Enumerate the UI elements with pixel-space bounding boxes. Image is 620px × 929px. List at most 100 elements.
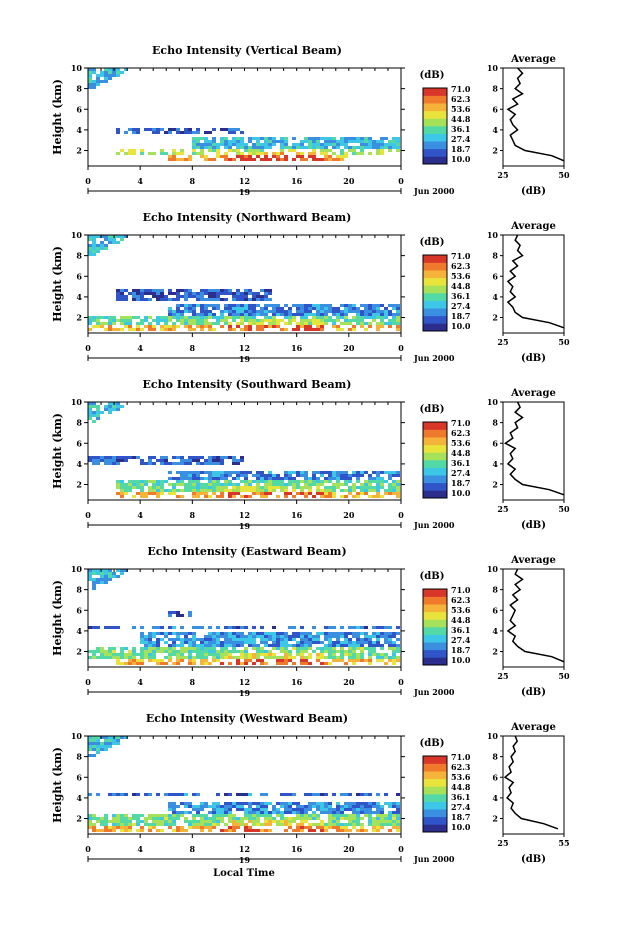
heatmap-cell (332, 817, 336, 820)
heatmap-cell (296, 650, 300, 653)
heatmap-cell (352, 817, 356, 820)
heatmap-cell (164, 814, 168, 817)
heatmap-cell (240, 307, 244, 310)
heatmap-cell (248, 471, 252, 474)
y-tick-label: 10 (71, 731, 83, 741)
heatmap-cell (236, 149, 240, 152)
heatmap-cell (284, 808, 288, 811)
heatmap-cell (116, 462, 120, 465)
heatmap-cell (240, 495, 244, 498)
colorbar-segment (423, 642, 447, 651)
heatmap-cell (116, 483, 120, 486)
heatmap-cell (284, 805, 288, 808)
heatmap-cell (160, 817, 164, 820)
heatmap-cell (212, 146, 216, 149)
heatmap-cell (140, 492, 144, 495)
heatmap-cell (240, 298, 244, 301)
heatmap-cell (180, 480, 184, 483)
heatmap-cell (176, 456, 180, 459)
heatmap-cell (372, 307, 376, 310)
heatmap-cell (280, 486, 284, 489)
heatmap-cell (104, 74, 108, 77)
heatmap-cell (232, 486, 236, 489)
heatmap-cell (168, 659, 172, 662)
heatmap-cell (196, 316, 200, 319)
heatmap-cell (336, 826, 340, 829)
heatmap-cell (180, 158, 184, 161)
heatmap-cell (220, 310, 224, 313)
heatmap-cell (216, 641, 220, 644)
heatmap-cell (384, 307, 388, 310)
heatmap-cell (260, 638, 264, 641)
heatmap-cell (184, 641, 188, 644)
heatmap-cell (368, 483, 372, 486)
heatmap-cell (140, 626, 144, 629)
heatmap-cell (144, 319, 148, 322)
heatmap-cell (368, 814, 372, 817)
heatmap-cell (308, 313, 312, 316)
heatmap-cell (104, 823, 108, 826)
heatmap-cells (88, 68, 400, 161)
heatmap-cell (236, 632, 240, 635)
colorbar-label: 18.7 (451, 812, 470, 822)
heatmap-cell (96, 414, 100, 417)
heatmap-cell (256, 298, 260, 301)
heatmap-cell (388, 805, 392, 808)
heatmap-cell (148, 289, 152, 292)
heatmap-cell (180, 295, 184, 298)
heatmap-cell (352, 632, 356, 635)
heatmap-cell (396, 492, 400, 495)
heatmap-cell (208, 316, 212, 319)
x-tick-label: 0 (85, 343, 91, 353)
heatmap-cell (112, 742, 116, 745)
heatmap-cell (288, 146, 292, 149)
heatmap-cell (100, 325, 104, 328)
heatmap-cell (324, 149, 328, 152)
heatmap-cell (236, 295, 240, 298)
heatmap-cell (312, 149, 316, 152)
heatmap-cell (396, 328, 400, 331)
heatmap-cell (324, 823, 328, 826)
average-title: Average (510, 722, 556, 733)
heatmap-cell (336, 316, 340, 319)
heatmap-cell (236, 662, 240, 665)
heatmap-cell (388, 319, 392, 322)
heatmap-cell (360, 486, 364, 489)
heatmap-cell (268, 811, 272, 814)
heatmap-cell (164, 131, 168, 134)
heatmap-cell (220, 662, 224, 665)
x-tick-label: 20 (343, 677, 355, 687)
heatmap-cell (156, 647, 160, 650)
heatmap-cell (364, 641, 368, 644)
heatmap-cell (360, 471, 364, 474)
heatmap-cell (312, 304, 316, 307)
heatmap-cell (92, 826, 96, 829)
heatmap-cell (268, 480, 272, 483)
heatmap-cell (156, 295, 160, 298)
heatmap-cell (92, 238, 96, 241)
heatmap-cell (136, 328, 140, 331)
heatmap-cell (156, 823, 160, 826)
heatmap-cell (380, 659, 384, 662)
heatmap-cell (184, 817, 188, 820)
heatmap-cell (396, 659, 400, 662)
colorbar-segment (423, 475, 447, 484)
avg-x-tick-label: 25 (497, 671, 508, 681)
date-label: 19 (239, 187, 251, 197)
heatmap-cell (376, 808, 380, 811)
heatmap-cell (208, 817, 212, 820)
heatmap-cell (288, 149, 292, 152)
heatmap-cell (268, 814, 272, 817)
heatmap-cell (316, 313, 320, 316)
heatmap-cell (128, 152, 132, 155)
heatmap-cell (172, 292, 176, 295)
heatmap-cell (260, 495, 264, 498)
heatmap-cell (296, 805, 300, 808)
heatmap-cell (292, 477, 296, 480)
heatmap-cell (328, 137, 332, 140)
heatmap-cell (272, 808, 276, 811)
heatmap-cell (256, 486, 260, 489)
colorbar-segment (423, 103, 447, 112)
heatmap-cell (204, 477, 208, 480)
heatmap-cell (212, 483, 216, 486)
